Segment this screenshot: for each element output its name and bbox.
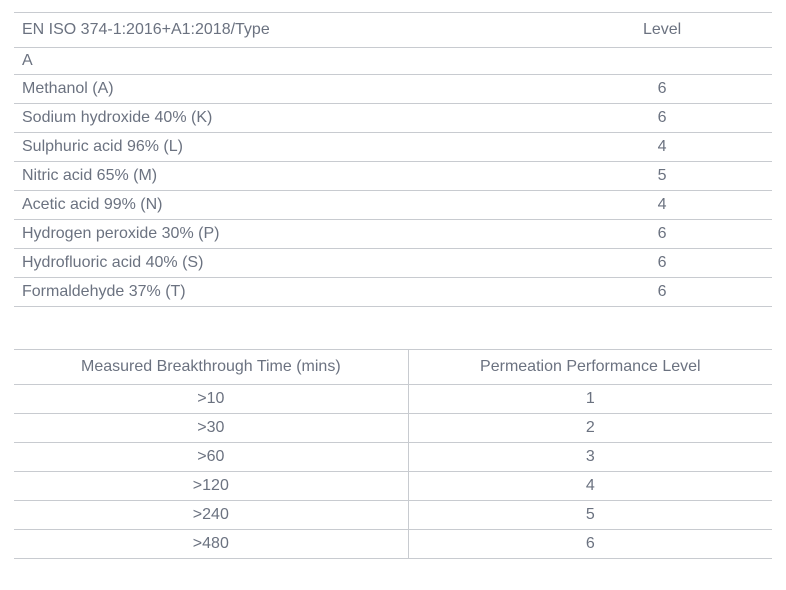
chemical-name: Hydrofluoric acid 40% (S) (14, 249, 552, 278)
chemical-resistance-table: EN ISO 374-1:2016+A1:2018/Type Level A M… (14, 12, 772, 307)
table-row: Acetic acid 99% (N) 4 (14, 191, 772, 220)
table-1-header-row: EN ISO 374-1:2016+A1:2018/Type Level (14, 13, 772, 48)
permeation-level: 4 (408, 472, 772, 501)
table-row: Sodium hydroxide 40% (K) 6 (14, 104, 772, 133)
table-row: >240 5 (14, 501, 772, 530)
chemical-level: 5 (552, 162, 772, 191)
breakthrough-time: >30 (14, 414, 408, 443)
table-1-body: A Methanol (A) 6 Sodium hydroxide 40% (K… (14, 48, 772, 307)
table-1-header-level: Level (552, 13, 772, 48)
table-2-header-level: Permeation Performance Level (408, 350, 772, 385)
chemical-name: Sodium hydroxide 40% (K) (14, 104, 552, 133)
chemical-name: Sulphuric acid 96% (L) (14, 133, 552, 162)
table-row: >120 4 (14, 472, 772, 501)
permeation-level: 5 (408, 501, 772, 530)
table-2-header-row: Measured Breakthrough Time (mins) Permea… (14, 350, 772, 385)
table-1-type-value: A (14, 48, 552, 75)
chemical-name: Nitric acid 65% (M) (14, 162, 552, 191)
table-row: Methanol (A) 6 (14, 75, 772, 104)
table-row: Formaldehyde 37% (T) 6 (14, 278, 772, 307)
chemical-name: Methanol (A) (14, 75, 552, 104)
table-1-type-empty (552, 48, 772, 75)
chemical-name: Hydrogen peroxide 30% (P) (14, 220, 552, 249)
breakthrough-time: >10 (14, 385, 408, 414)
permeation-level: 6 (408, 530, 772, 559)
permeation-level: 2 (408, 414, 772, 443)
breakthrough-time: >120 (14, 472, 408, 501)
table-row: Hydrofluoric acid 40% (S) 6 (14, 249, 772, 278)
table-2-body: >10 1 >30 2 >60 3 >120 4 >240 5 >480 6 (14, 385, 772, 559)
table-2: Measured Breakthrough Time (mins) Permea… (14, 349, 772, 559)
chemical-level: 6 (552, 278, 772, 307)
chemical-name: Acetic acid 99% (N) (14, 191, 552, 220)
table-1: EN ISO 374-1:2016+A1:2018/Type Level A M… (14, 12, 772, 307)
chemical-level: 4 (552, 133, 772, 162)
chemical-level: 6 (552, 104, 772, 133)
permeation-table: Measured Breakthrough Time (mins) Permea… (14, 349, 772, 559)
chemical-level: 6 (552, 249, 772, 278)
chemical-level: 4 (552, 191, 772, 220)
breakthrough-time: >480 (14, 530, 408, 559)
table-row: Sulphuric acid 96% (L) 4 (14, 133, 772, 162)
table-row: >480 6 (14, 530, 772, 559)
breakthrough-time: >60 (14, 443, 408, 472)
table-row: >60 3 (14, 443, 772, 472)
table-1-header-standard: EN ISO 374-1:2016+A1:2018/Type (14, 13, 552, 48)
breakthrough-time: >240 (14, 501, 408, 530)
chemical-name: Formaldehyde 37% (T) (14, 278, 552, 307)
permeation-level: 1 (408, 385, 772, 414)
chemical-level: 6 (552, 75, 772, 104)
table-2-header-time: Measured Breakthrough Time (mins) (14, 350, 408, 385)
table-row: >30 2 (14, 414, 772, 443)
table-1-type-row: A (14, 48, 772, 75)
table-row: >10 1 (14, 385, 772, 414)
table-row: Hydrogen peroxide 30% (P) 6 (14, 220, 772, 249)
chemical-level: 6 (552, 220, 772, 249)
table-row: Nitric acid 65% (M) 5 (14, 162, 772, 191)
permeation-level: 3 (408, 443, 772, 472)
